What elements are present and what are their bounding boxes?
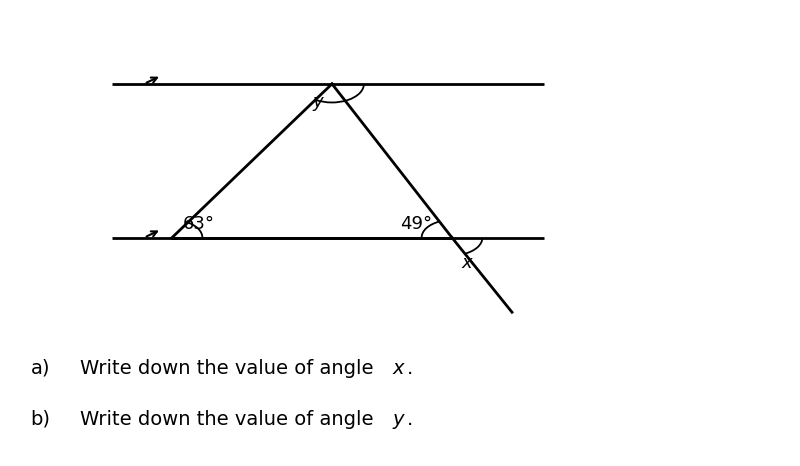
Text: b): b) (30, 410, 50, 429)
Text: .: . (406, 410, 413, 429)
Text: y: y (312, 93, 322, 111)
Text: 63°: 63° (182, 215, 214, 233)
Text: .: . (406, 359, 413, 377)
Text: x: x (462, 254, 472, 272)
Text: a): a) (30, 359, 50, 377)
Text: 49°: 49° (400, 215, 432, 233)
Text: x: x (392, 359, 403, 377)
Text: Write down the value of angle: Write down the value of angle (80, 359, 380, 377)
Text: y: y (392, 410, 403, 429)
Text: Write down the value of angle: Write down the value of angle (80, 410, 380, 429)
